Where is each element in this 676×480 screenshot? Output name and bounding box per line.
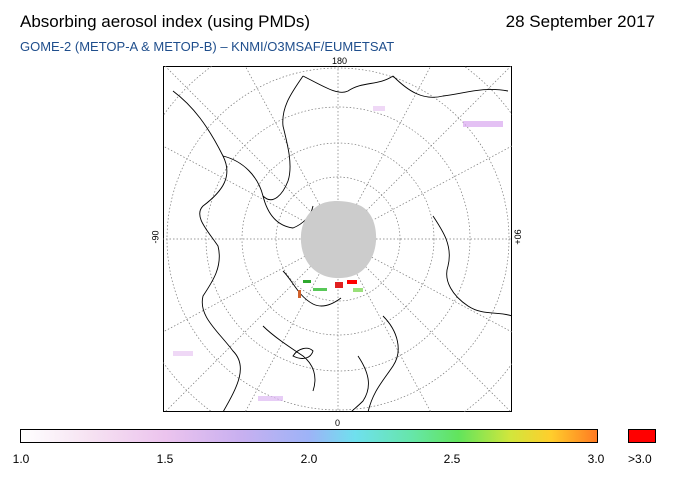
aerosol-patch [373, 106, 385, 111]
aerosol-pixels [173, 106, 503, 401]
aerosol-patch [173, 351, 193, 356]
colorbar-tick-label: 2.5 [443, 452, 461, 466]
colorbar-over-swatch [628, 429, 656, 443]
meridian-line [163, 145, 512, 333]
coastline-canada [222, 75, 304, 201]
colorbar-tick-label: 3.0 [587, 452, 605, 466]
aerosol-patch [335, 282, 343, 288]
meridian-line [244, 66, 432, 412]
aerosol-patch [303, 280, 311, 283]
coastline-siberia [432, 215, 512, 317]
longitude-label-right: 90+ [512, 229, 523, 245]
coastline-siberia-east [392, 75, 509, 98]
aerosol-patch [463, 121, 503, 127]
map-date: 28 September 2017 [505, 12, 655, 31]
map-subtitle: GOME-2 (METOP-A & METOP-B) – KNMI/O3MSAF… [20, 39, 395, 54]
longitude-label-bottom: 0 [335, 418, 341, 428]
colorbar-tick-label: 1.0 [12, 452, 30, 466]
aerosol-patch [347, 280, 357, 284]
aerosol-patch [313, 288, 327, 291]
no-data-area [300, 200, 377, 279]
colorbar-tick-label: 2.0 [300, 452, 318, 466]
meridian-line [163, 145, 512, 333]
polar-map [163, 66, 512, 412]
colorbar-over-label: >3.0 [628, 452, 652, 466]
coastline-greenland-south [282, 270, 342, 307]
coastline-scandinavia [367, 315, 399, 412]
coastline-west [172, 90, 241, 412]
colorbar-tick-label: 1.5 [156, 452, 174, 466]
island-outline [292, 347, 314, 359]
meridian-line [244, 66, 432, 412]
longitude-label-left: -90 [150, 230, 161, 244]
aerosol-patch [353, 288, 363, 292]
map-title: Absorbing aerosol index (using PMDs) [20, 12, 311, 31]
longitude-label-top: 180 [332, 56, 348, 66]
coastline-iceland [262, 325, 316, 392]
aerosol-patch [298, 290, 301, 298]
colorbar [20, 429, 598, 443]
latitude-circle [275, 176, 401, 302]
aerosol-patch [258, 396, 283, 401]
coastline-europe [350, 355, 369, 412]
coastline-alaska [302, 75, 394, 93]
